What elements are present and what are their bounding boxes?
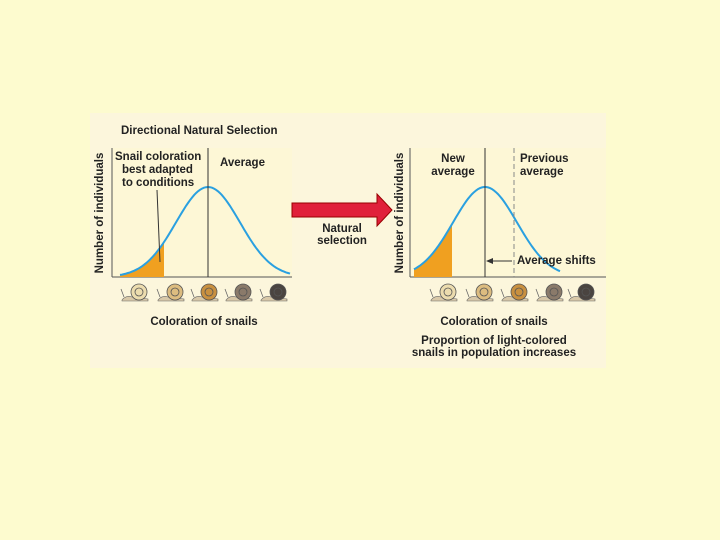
left-curve [119, 185, 291, 276]
snail-icon [567, 283, 596, 302]
right-y-label: Number of individuals [394, 153, 406, 274]
arrow-label: selection [317, 235, 367, 247]
left-average-label: Average [220, 157, 265, 169]
left-x-label: Coloration of snails [150, 316, 257, 328]
right-x-label: Coloration of snails [440, 316, 547, 328]
previous-average-label: average [520, 166, 563, 178]
shift-arrowhead [486, 258, 493, 264]
snail-icon [224, 283, 253, 302]
arrow-label: Natural [322, 223, 362, 235]
left-shaded-area [120, 242, 164, 277]
snail-icon [535, 283, 564, 302]
shift-label: Average shifts [517, 255, 596, 267]
snail-icon [259, 283, 288, 302]
selection-arrow [291, 192, 393, 228]
left-annotation: best adapted [122, 164, 193, 176]
left-annotation: to conditions [122, 177, 194, 189]
previous-average-label: Previous [520, 153, 569, 165]
left-y-label: Number of individuals [94, 153, 106, 274]
caption: snails in population increases [412, 347, 576, 359]
new-average-label: New [441, 153, 465, 165]
left-pointer [156, 189, 161, 263]
figure-title: Directional Natural Selection [121, 125, 278, 137]
snail-icon [120, 283, 149, 302]
snail-icon [190, 283, 219, 302]
new-average-label: average [431, 166, 474, 178]
snail-icon [156, 283, 185, 302]
caption: Proportion of light-colored [421, 335, 567, 347]
snail-icon [465, 283, 494, 302]
left-annotation: Snail coloration [115, 151, 201, 163]
snail-icon [500, 283, 529, 302]
snail-icon [429, 283, 458, 302]
right-curve [413, 186, 561, 273]
